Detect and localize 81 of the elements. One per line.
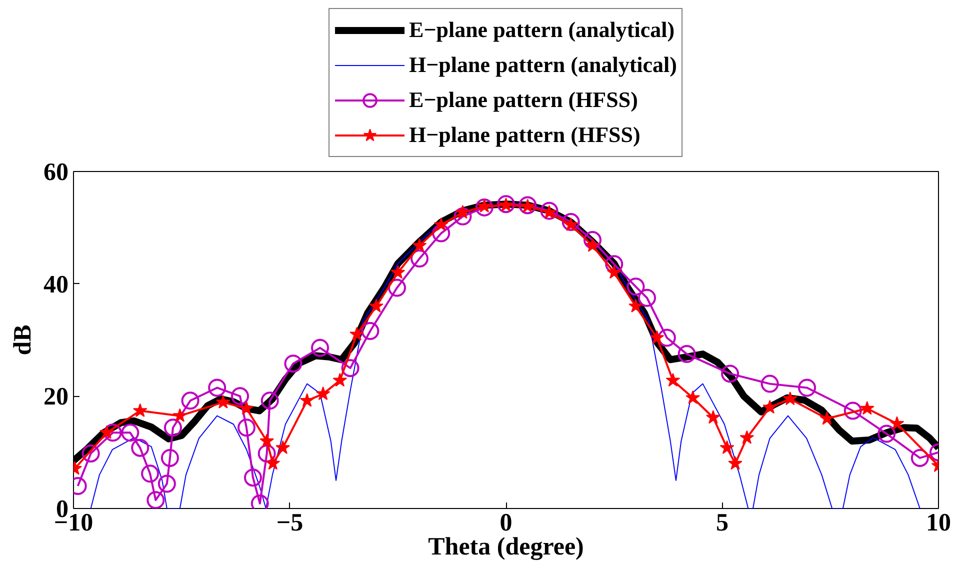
point — [706, 410, 720, 424]
point — [686, 390, 700, 404]
point — [390, 265, 406, 279]
point — [82, 444, 100, 462]
y-tick-label: 40 — [44, 271, 68, 298]
point — [760, 374, 779, 393]
point — [658, 328, 676, 347]
point — [158, 474, 176, 493]
point — [782, 391, 798, 406]
point — [132, 403, 148, 417]
point — [284, 354, 302, 373]
point — [260, 434, 274, 448]
point — [432, 224, 450, 242]
x-tick-label: 5 — [716, 510, 728, 536]
point — [160, 448, 179, 467]
point — [410, 250, 428, 268]
point — [388, 278, 406, 297]
point — [412, 238, 427, 252]
point — [239, 401, 254, 415]
y-tick-label: 20 — [44, 384, 68, 411]
point — [141, 464, 160, 483]
point — [720, 440, 734, 454]
x-axis-title: Theta (degree) — [428, 534, 584, 560]
point — [678, 345, 696, 364]
point — [311, 338, 330, 357]
point — [369, 298, 384, 312]
point — [650, 330, 664, 344]
point — [164, 418, 182, 437]
legend-label: E−plane pattern (analytical) — [409, 16, 675, 44]
point — [172, 408, 188, 422]
point — [208, 378, 226, 397]
point — [216, 394, 230, 409]
point — [721, 364, 740, 383]
point — [244, 468, 262, 487]
legend-label: H−plane pattern (HFSS) — [409, 121, 640, 149]
point — [316, 386, 330, 400]
point — [798, 378, 816, 397]
point — [762, 400, 777, 414]
point — [820, 411, 834, 425]
point — [146, 491, 165, 508]
point — [585, 238, 600, 252]
point — [638, 288, 656, 307]
point — [350, 326, 364, 341]
x-tick-label: 0 — [500, 510, 512, 536]
point — [584, 231, 602, 250]
point — [121, 424, 140, 442]
point — [238, 418, 256, 437]
point — [276, 440, 290, 454]
point — [878, 424, 896, 443]
point — [454, 207, 472, 226]
point — [231, 387, 250, 406]
point — [258, 444, 276, 462]
point — [434, 217, 448, 232]
point — [181, 392, 200, 410]
point — [266, 456, 280, 470]
point — [300, 393, 314, 407]
point — [666, 372, 680, 387]
x-tick-label: 10 — [926, 510, 951, 536]
legend-label: H−plane pattern (analytical) — [409, 51, 677, 79]
point — [341, 359, 360, 378]
point — [361, 322, 380, 340]
point — [890, 416, 904, 430]
point — [475, 198, 494, 216]
point — [332, 372, 348, 387]
point — [844, 402, 862, 420]
point — [728, 456, 742, 470]
y-tick-label: 60 — [44, 159, 68, 186]
point — [910, 448, 929, 467]
point — [628, 298, 643, 312]
point — [740, 430, 754, 444]
legend-label: E−plane pattern (HFSS) — [409, 86, 638, 114]
point — [606, 265, 622, 279]
x-tick-label: −5 — [276, 510, 304, 536]
point — [860, 401, 874, 415]
point — [104, 424, 122, 442]
point — [626, 278, 645, 296]
point — [562, 213, 580, 232]
point — [540, 202, 558, 220]
y-axis-title: dB — [10, 324, 36, 356]
point — [260, 392, 279, 410]
point — [131, 438, 150, 457]
